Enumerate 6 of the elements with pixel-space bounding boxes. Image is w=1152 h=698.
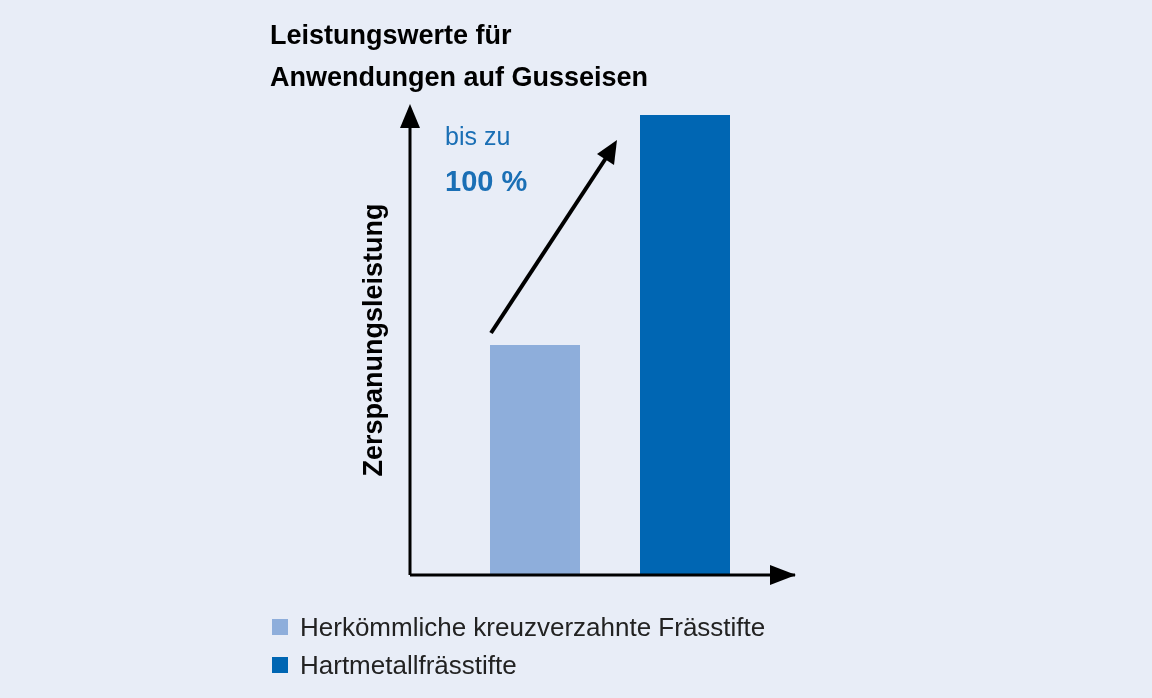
y-axis-title: Zerspanungsleistung: [358, 203, 388, 477]
chart-title: Leistungswerte für Anwendungen auf Gusseisen: [270, 19, 649, 94]
annotation: 100 %: [445, 165, 528, 197]
legend-label: Herkömmliche kreuzverzahnte Frässtifte: [300, 612, 766, 642]
annotation: bis zu: [445, 122, 511, 150]
legend-label: Hartmetallfrässtifte: [300, 650, 517, 680]
